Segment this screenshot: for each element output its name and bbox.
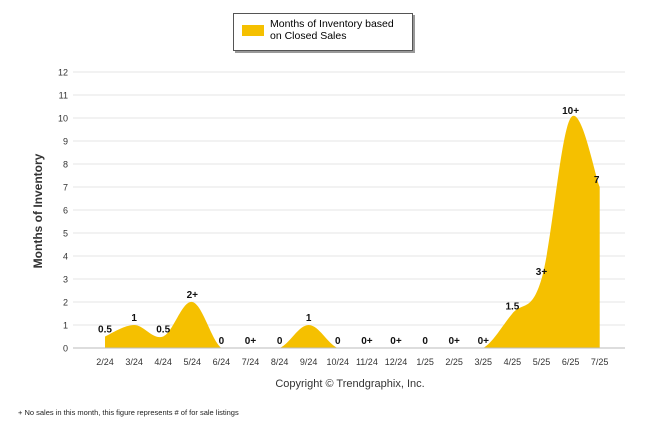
y-tick-label: 6 — [63, 206, 68, 216]
data-label: 0 — [277, 336, 283, 347]
y-tick-label: 11 — [59, 91, 68, 101]
data-label: 1 — [131, 313, 137, 324]
data-label: 0 — [422, 336, 428, 347]
data-labels: 0.5 1 0.5 2+ 0 0+ 0 1 0 0+ 0+ 0 0+ 0+ 1.5 3+ 10+ 7 — [98, 106, 600, 347]
footnote: + No sales in this month, this figure re… — [18, 408, 239, 417]
x-tick-label: 1/25 — [416, 357, 434, 367]
x-tick-label: 11/24 — [356, 357, 378, 367]
y-tick-label: 2 — [63, 298, 68, 308]
legend-label: Months of Inventory based on Closed Sale… — [270, 18, 394, 42]
y-tick-label: 3 — [63, 275, 68, 285]
x-tick-label: 12/24 — [385, 357, 408, 367]
y-tick-label: 8 — [63, 160, 68, 170]
x-tick-label: 6/24 — [213, 357, 231, 367]
x-tick-label: 4/25 — [504, 357, 522, 367]
y-tick-label: 7 — [63, 183, 68, 193]
data-label: 0.5 — [156, 325, 170, 336]
y-tick-label: 0 — [63, 344, 68, 354]
y-axis-label: Months of Inventory — [31, 153, 45, 268]
data-label: 0 — [335, 336, 341, 347]
x-tick-labels: 2/24 3/24 4/24 5/24 6/24 7/24 8/24 9/24 10/24 11/… — [96, 357, 608, 367]
x-tick-label: 7/25 — [591, 357, 609, 367]
data-label: 0+ — [245, 336, 257, 347]
y-tick-label: 4 — [63, 252, 68, 262]
y-tick-label: 1 — [63, 321, 68, 331]
y-tick-label: 10 — [58, 114, 68, 124]
x-tick-label: 5/24 — [184, 357, 202, 367]
data-label: 1.5 — [505, 302, 519, 313]
series-area — [105, 115, 600, 348]
x-tick-label: 7/24 — [242, 357, 260, 367]
legend-swatch — [242, 25, 264, 36]
data-label: 10+ — [562, 106, 579, 117]
x-tick-label: 4/24 — [154, 357, 172, 367]
data-label: 2+ — [187, 290, 199, 301]
data-label: 1 — [306, 313, 312, 324]
gridlines — [73, 71, 625, 349]
legend: Months of Inventory based on Closed Sale… — [233, 13, 413, 51]
x-tick-label: 3/24 — [125, 357, 143, 367]
data-label: 0+ — [390, 336, 402, 347]
x-tick-label: 5/25 — [533, 357, 551, 367]
data-label: 0+ — [361, 336, 373, 347]
x-tick-label: 3/25 — [475, 357, 493, 367]
x-tick-label: 8/24 — [271, 357, 289, 367]
data-label: 7 — [594, 175, 600, 186]
y-tick-label: 9 — [63, 137, 68, 147]
y-tick-label: 5 — [63, 229, 68, 239]
y-tick-label: 12 — [58, 68, 68, 78]
x-tick-label: 2/25 — [445, 357, 463, 367]
data-label: 0+ — [448, 336, 460, 347]
data-label: 0.5 — [98, 325, 112, 336]
data-label: 3+ — [536, 267, 548, 278]
x-axis-caption: Copyright © Trendgraphix, Inc. — [275, 378, 424, 390]
x-tick-label: 2/24 — [96, 357, 114, 367]
data-label: 0 — [219, 336, 225, 347]
x-tick-label: 10/24 — [327, 357, 350, 367]
x-tick-label: 6/25 — [562, 357, 580, 367]
data-label: 0+ — [478, 336, 490, 347]
x-tick-label: 9/24 — [300, 357, 318, 367]
